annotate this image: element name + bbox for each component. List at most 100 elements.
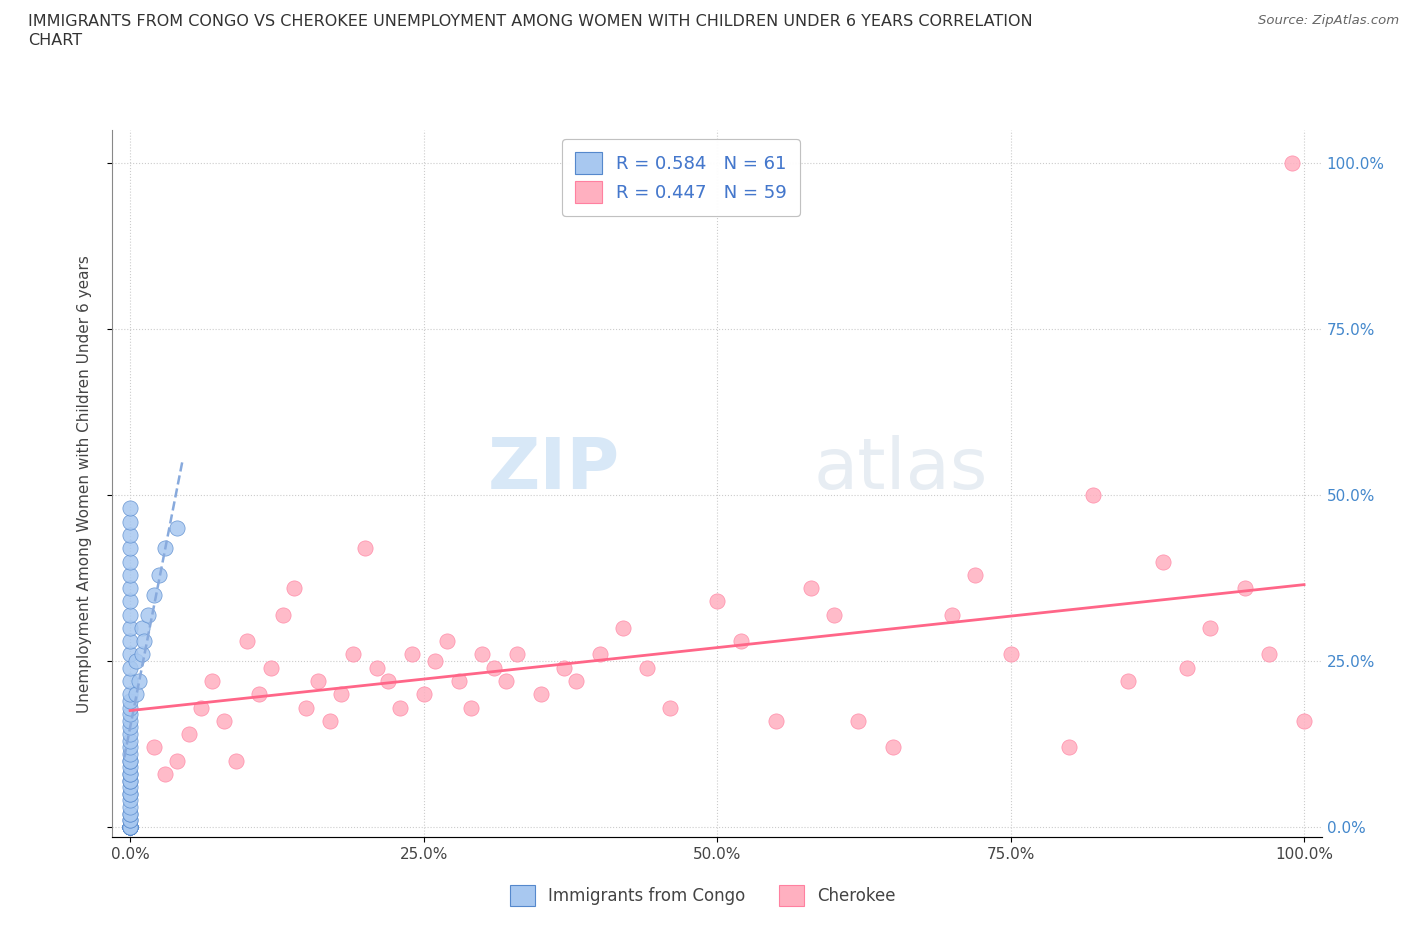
Text: Source: ZipAtlas.com: Source: ZipAtlas.com xyxy=(1258,14,1399,27)
Point xyxy=(120,793,142,808)
Point xyxy=(155,766,177,781)
Point xyxy=(412,687,434,702)
Point xyxy=(1199,620,1222,635)
Point xyxy=(125,654,148,669)
Point xyxy=(120,819,142,834)
Point xyxy=(120,567,142,582)
Point xyxy=(225,753,247,768)
Point xyxy=(142,740,165,755)
Point xyxy=(1257,647,1279,662)
Point xyxy=(120,607,142,622)
Point xyxy=(177,726,200,741)
Point xyxy=(295,700,318,715)
Point xyxy=(120,541,142,556)
Point xyxy=(271,607,294,622)
Point xyxy=(120,819,142,834)
Point xyxy=(401,647,423,662)
Point xyxy=(318,713,340,728)
Point xyxy=(389,700,412,715)
Point xyxy=(354,541,377,556)
Point xyxy=(120,787,142,802)
Point xyxy=(330,687,353,702)
Text: IMMIGRANTS FROM CONGO VS CHEROKEE UNEMPLOYMENT AMONG WOMEN WITH CHILDREN UNDER 6: IMMIGRANTS FROM CONGO VS CHEROKEE UNEMPL… xyxy=(28,14,1033,29)
Point xyxy=(134,633,156,648)
Point xyxy=(659,700,682,715)
Point xyxy=(1000,647,1022,662)
Point xyxy=(247,687,270,702)
Legend: R = 0.584   N = 61, R = 0.447   N = 59: R = 0.584 N = 61, R = 0.447 N = 59 xyxy=(562,140,800,216)
Y-axis label: Unemployment Among Women with Children Under 6 years: Unemployment Among Women with Children U… xyxy=(77,255,91,712)
Point xyxy=(120,760,142,775)
Point xyxy=(730,633,752,648)
Point xyxy=(447,673,470,688)
Point xyxy=(120,687,142,702)
Point xyxy=(136,607,159,622)
Point xyxy=(120,633,142,648)
Point xyxy=(120,734,142,749)
Text: ZIP: ZIP xyxy=(488,435,620,504)
Point xyxy=(131,620,153,635)
Point xyxy=(148,567,170,582)
Point xyxy=(120,620,142,635)
Point xyxy=(307,673,329,688)
Point xyxy=(823,607,845,622)
Point xyxy=(212,713,235,728)
Point xyxy=(236,633,259,648)
Point xyxy=(589,647,612,662)
Point xyxy=(120,813,142,828)
Point xyxy=(120,819,142,834)
Point xyxy=(120,819,142,834)
Point xyxy=(1292,713,1315,728)
Point xyxy=(882,740,904,755)
Point xyxy=(1081,487,1104,502)
Text: CHART: CHART xyxy=(28,33,82,47)
Point xyxy=(120,554,142,569)
Point xyxy=(120,819,142,834)
Point xyxy=(166,753,188,768)
Point xyxy=(1281,156,1303,171)
Point xyxy=(190,700,212,715)
Point xyxy=(636,660,658,675)
Point xyxy=(120,819,142,834)
Point xyxy=(612,620,634,635)
Point xyxy=(120,766,142,781)
Point xyxy=(131,647,153,662)
Point xyxy=(120,694,142,709)
Point xyxy=(706,594,728,609)
Point xyxy=(260,660,283,675)
Point xyxy=(482,660,505,675)
Point xyxy=(128,673,150,688)
Point xyxy=(120,580,142,595)
Point xyxy=(120,753,142,768)
Point xyxy=(120,819,142,834)
Point xyxy=(166,521,188,536)
Text: atlas: atlas xyxy=(814,435,988,504)
Point xyxy=(120,819,142,834)
Point xyxy=(120,806,142,821)
Point xyxy=(120,594,142,609)
Point xyxy=(142,588,165,603)
Point xyxy=(120,647,142,662)
Point xyxy=(846,713,869,728)
Point xyxy=(120,740,142,755)
Point xyxy=(1175,660,1198,675)
Point xyxy=(120,773,142,788)
Point xyxy=(155,541,177,556)
Point xyxy=(553,660,575,675)
Point xyxy=(120,720,142,735)
Point xyxy=(120,773,142,788)
Point xyxy=(436,633,458,648)
Point xyxy=(201,673,224,688)
Point xyxy=(120,707,142,722)
Point xyxy=(120,806,142,821)
Point xyxy=(283,580,305,595)
Point xyxy=(565,673,588,688)
Point xyxy=(120,819,142,834)
Point xyxy=(425,654,447,669)
Point xyxy=(471,647,494,662)
Point xyxy=(120,753,142,768)
Point xyxy=(377,673,399,688)
Point xyxy=(120,726,142,741)
Point xyxy=(765,713,787,728)
Point xyxy=(120,779,142,794)
